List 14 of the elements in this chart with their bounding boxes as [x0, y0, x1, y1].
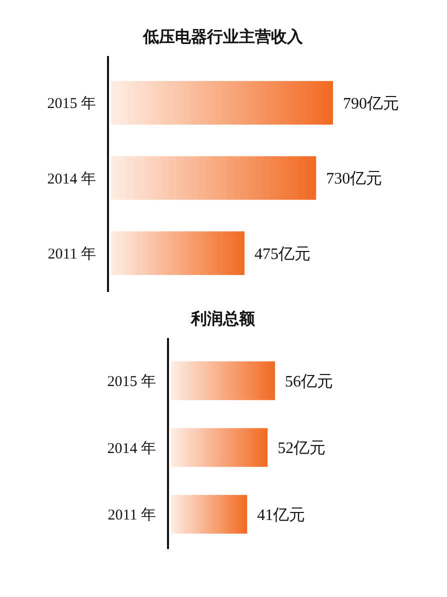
- chart-title: 利润总额: [190, 309, 256, 328]
- y-tick-label: 2015 年: [107, 372, 156, 390]
- data-label: 56亿元: [285, 373, 333, 390]
- chart-title: 低压电器行业主营收入: [142, 27, 304, 46]
- data-label: 41亿元: [257, 506, 306, 524]
- data-label: 730亿元: [326, 170, 382, 188]
- data-label: 790亿元: [343, 95, 399, 112]
- y-tick-label: 2015 年: [47, 95, 96, 112]
- y-tick-label: 2011 年: [48, 245, 96, 262]
- y-tick-label: 2014 年: [47, 170, 96, 188]
- y-tick-label: 2014 年: [107, 440, 156, 457]
- y-tick-label: 2011 年: [108, 506, 156, 524]
- data-label: 52亿元: [278, 440, 326, 458]
- data-label: 475亿元: [254, 246, 310, 263]
